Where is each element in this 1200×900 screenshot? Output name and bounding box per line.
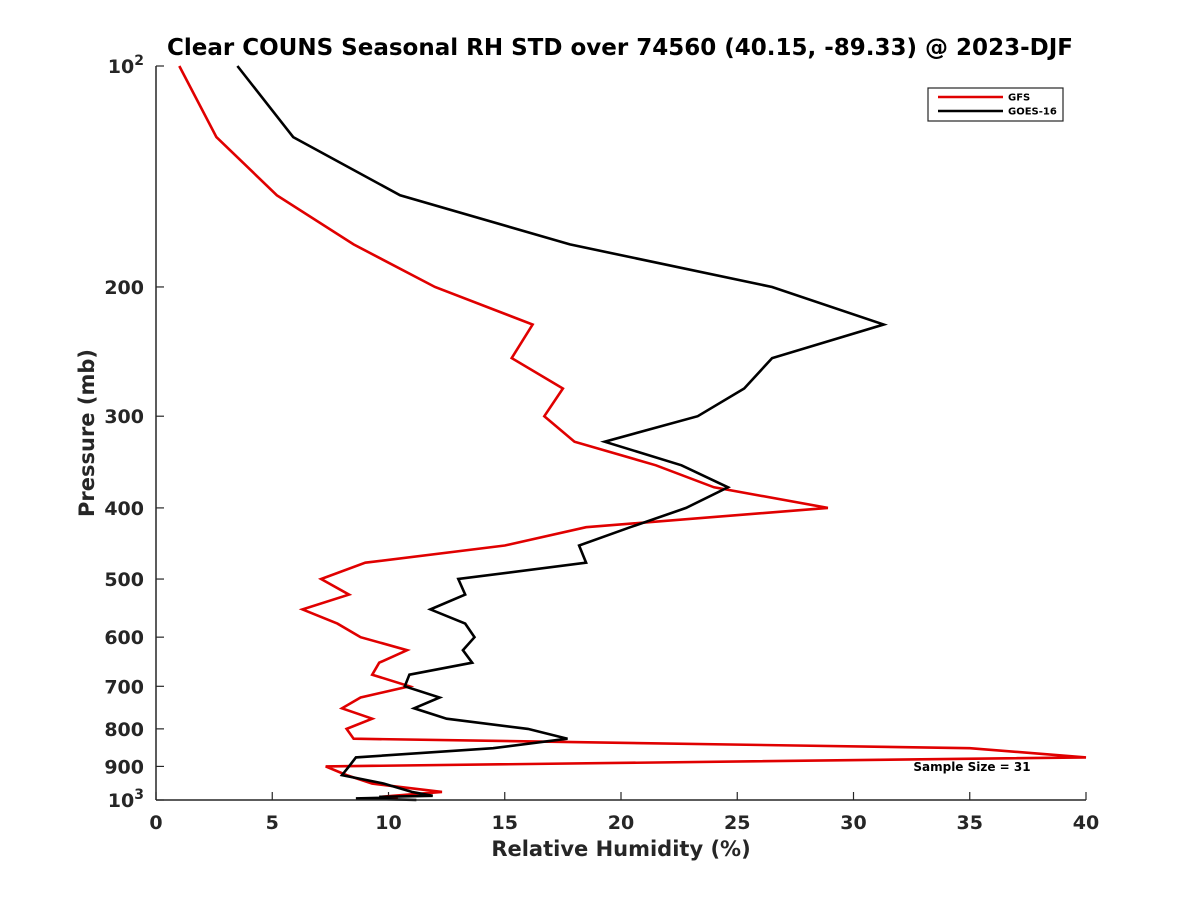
y-tick-label: 300	[104, 406, 144, 428]
y-tick-label: 400	[104, 498, 144, 520]
y-tick-label: 800	[104, 719, 144, 741]
y-tick-base: 800	[104, 719, 144, 741]
legend-label-gfs: GFS	[1008, 93, 1030, 104]
x-tick-label: 0	[149, 812, 162, 834]
y-tick-base: 600	[104, 627, 144, 649]
x-tick-label: 10	[375, 812, 401, 834]
x-axis-ticks: 0 5 10 15 20 25 30 35 40	[149, 792, 1099, 834]
y-tick-base: 700	[104, 676, 144, 698]
x-axis-label: Relative Humidity (%)	[491, 837, 750, 861]
y-tick-label: 600	[104, 627, 144, 649]
y-tick-exponent: 2	[134, 53, 144, 69]
x-tick-label: 35	[957, 812, 983, 834]
legend-box	[927, 87, 1064, 122]
sample-size-annotation: Sample Size = 31	[913, 760, 1030, 774]
legend: GFS GOES-16	[927, 87, 1064, 122]
y-tick-label: 500	[104, 569, 144, 591]
x-tick-label: 15	[492, 812, 518, 834]
x-tick-label: 20	[608, 812, 634, 834]
y-tick-label: 103	[108, 787, 144, 812]
legend-label-goes16: GOES-16	[1008, 107, 1057, 118]
y-tick-label: 700	[104, 676, 144, 698]
y-axis-label: Pressure (mb)	[75, 349, 99, 517]
x-tick-label: 5	[266, 812, 279, 834]
y-tick-base: 200	[104, 277, 144, 299]
y-tick-base: 900	[104, 756, 144, 778]
y-tick-base: 10	[108, 790, 134, 812]
y-tick-base: 10	[108, 56, 134, 78]
series-layer	[178, 65, 1087, 802]
y-tick-label: 102	[108, 53, 144, 78]
chart-title: Clear COUNS Seasonal RH STD over 74560 (…	[167, 35, 1073, 61]
x-tick-label: 30	[840, 812, 866, 834]
y-tick-label: 200	[104, 277, 144, 299]
y-tick-label: 900	[104, 756, 144, 778]
y-tick-base: 500	[104, 569, 144, 591]
y-tick-base: 400	[104, 498, 144, 520]
y-tick-exponent: 3	[134, 787, 144, 803]
y-tick-base: 300	[104, 406, 144, 428]
series-line-goes16	[236, 65, 888, 802]
x-tick-label: 40	[1073, 812, 1099, 834]
x-tick-label: 25	[724, 812, 750, 834]
